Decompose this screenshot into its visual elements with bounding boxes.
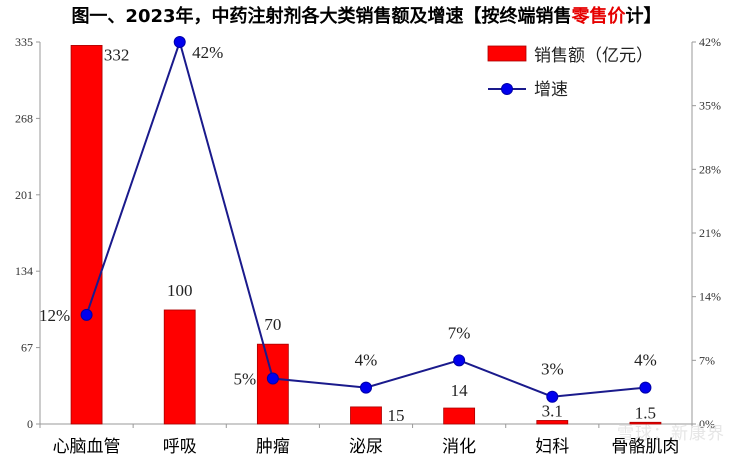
category-label: 妇科 xyxy=(535,437,569,454)
title-prefix: 图一、2023年，中药注射剂各大类销售额及增速【按终端销售 xyxy=(71,6,572,27)
bar-value-label: 332 xyxy=(104,45,130,64)
bar xyxy=(536,420,569,425)
chart-axes: 0 67 134 201 268 335 0% 7% 14% 21% 28% 35% 42% xyxy=(15,35,721,431)
category-label: 心脑血管 xyxy=(53,437,121,454)
growth-point xyxy=(173,36,186,48)
growth-value-label: 12% xyxy=(39,306,70,325)
left-tick-label: 268 xyxy=(15,111,33,125)
category-label: 泌尿 xyxy=(349,437,383,454)
growth-point xyxy=(80,308,93,321)
growth-point xyxy=(266,372,279,385)
bar-value-label: 3.1 xyxy=(542,401,563,420)
watermark: 雪球：新康界 xyxy=(617,424,725,444)
right-tick-label: 35% xyxy=(699,99,721,113)
legend: 销售额（亿元） 增速 xyxy=(487,45,653,100)
growth-point xyxy=(639,381,652,394)
growth-value-label: 4% xyxy=(355,351,378,370)
bar xyxy=(350,406,382,425)
bar-value-label: 100 xyxy=(167,281,193,300)
right-tick-label: 7% xyxy=(699,353,715,367)
left-tick-label: 0 xyxy=(27,417,33,431)
data-labels: 332 100 70 15 14 3.1 1.5 12% 42% 5% 4% 7% 3% 4% xyxy=(39,43,657,425)
right-tick-label: 0% xyxy=(699,417,715,431)
category-label: 骨骼肌肉 xyxy=(611,437,679,454)
left-tick-label: 134 xyxy=(15,264,33,278)
line-series xyxy=(80,36,652,403)
growth-value-label: 4% xyxy=(634,351,657,370)
bar xyxy=(163,309,196,425)
growth-value-label: 3% xyxy=(541,360,564,379)
bar-value-label: 1.5 xyxy=(635,403,656,422)
right-tick-label: 21% xyxy=(699,226,721,240)
left-tick-label: 67 xyxy=(21,341,33,355)
growth-value-label: 5% xyxy=(234,370,257,389)
left-tick-label: 201 xyxy=(15,188,33,202)
growth-point xyxy=(453,354,466,367)
legend-line-label: 增速 xyxy=(534,80,568,100)
chart-title: 图一、2023年，中药注射剂各大类销售额及增速【按终端销售零售价计】 xyxy=(0,2,733,32)
bar-value-label: 14 xyxy=(451,381,469,400)
title-highlight: 零售价 xyxy=(571,6,626,27)
right-tick-label: 42% xyxy=(699,35,721,49)
category-labels: 心脑血管 呼吸 肿瘤 泌尿 消化 妇科 骨骼肌肉 xyxy=(53,437,680,454)
bar xyxy=(629,421,662,425)
category-label: 消化 xyxy=(442,437,476,454)
right-tick-label: 28% xyxy=(699,162,721,176)
growth-value-label: 7% xyxy=(448,323,471,342)
legend-bar-label: 销售额（亿元） xyxy=(534,46,653,66)
bar-value-label: 15 xyxy=(388,406,405,425)
bar xyxy=(443,407,476,425)
bar-value-label: 70 xyxy=(264,315,281,334)
left-tick-label: 335 xyxy=(15,35,33,49)
legend-bar-swatch xyxy=(487,45,527,62)
category-label: 呼吸 xyxy=(163,437,197,454)
bar xyxy=(70,45,103,425)
growth-point xyxy=(546,390,559,403)
growth-point xyxy=(360,381,372,394)
title-suffix: 计】 xyxy=(625,6,662,27)
growth-value-label: 42% xyxy=(192,43,223,62)
legend-line-marker xyxy=(501,83,513,95)
right-tick-label: 14% xyxy=(699,290,721,304)
category-label: 肿瘤 xyxy=(256,437,290,454)
